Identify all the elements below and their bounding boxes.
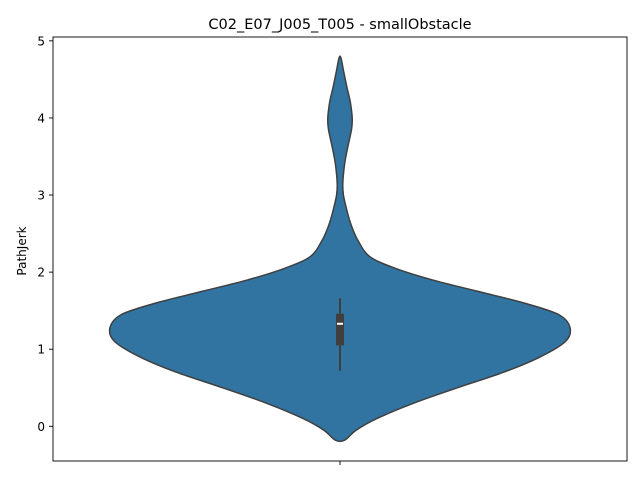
y-tick-label: 5 [37,34,45,48]
y-tick-label: 1 [37,343,45,357]
y-axis: 0 1 2 3 4 5 [37,34,53,434]
y-tick-label: 4 [37,111,45,125]
iqr-box [336,313,344,346]
y-tick-label: 3 [37,189,45,203]
y-tick-label: 2 [37,266,45,280]
violin-body [108,55,572,443]
y-axis-label: PathJerk [15,226,29,275]
chart-title: C02_E07_J005_T005 - smallObstacle [208,17,471,33]
plot-area [52,36,628,462]
y-tick-label: 0 [37,420,45,434]
